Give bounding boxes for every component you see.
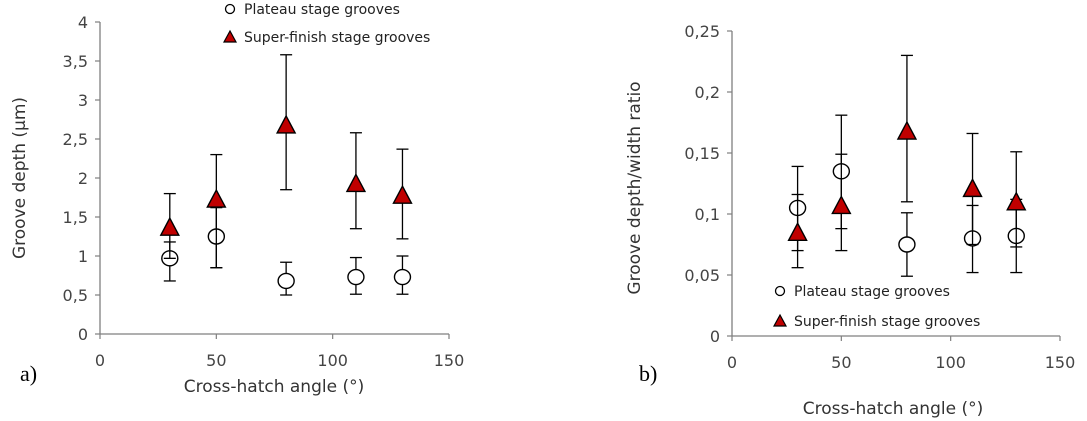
legend: Plateau stage grooves Super-finish stage …	[772, 284, 980, 330]
x-tick-label: 100	[935, 353, 966, 372]
panel-label: b)	[639, 361, 657, 386]
y-axis-title: Groove depth/width ratio	[625, 81, 645, 294]
chart-panel-1: 0 0,5 1 1,5 2 2,5 3 3,5 4 0 50 100 150 Cross-hatch an…	[10, 2, 464, 397]
x-tick-label: 50	[206, 351, 226, 370]
y-tick-label: 0	[78, 325, 88, 344]
legend-label: Super-finish stage grooves	[794, 314, 980, 330]
data-point-triangle	[392, 184, 413, 204]
y-tick-label: 2,5	[63, 130, 88, 149]
series-1	[161, 206, 412, 296]
legend-marker-circle	[224, 3, 236, 15]
y-tick-label: 3,5	[63, 52, 88, 71]
legend-label: Super-finish stage grooves	[244, 30, 430, 46]
legend-marker-circle	[774, 285, 786, 297]
y-tick-label: 3	[78, 91, 88, 110]
y-tick-label: 2	[78, 169, 88, 188]
legend-label: Plateau stage grooves	[244, 2, 400, 18]
y-tick-label: 4	[78, 13, 88, 32]
legend-label: Plateau stage grooves	[794, 284, 950, 300]
y-tick-label: 1	[78, 247, 88, 266]
legend-marker-triangle	[772, 313, 788, 327]
x-tick-label: 0	[95, 351, 105, 370]
y-tick-label: 0,15	[684, 144, 720, 163]
y-tick-label: 0,1	[695, 205, 720, 224]
legend: Plateau stage grooves Super-finish stage …	[222, 2, 430, 46]
x-tick-label: 150	[434, 351, 465, 370]
y-tick-label: 0,5	[63, 286, 88, 305]
data-point-triangle	[275, 114, 297, 134]
y-tick-label: 1,5	[63, 208, 88, 227]
data-point-triangle	[1006, 191, 1027, 211]
y-tick-label: 0,05	[684, 266, 720, 285]
series-2	[159, 54, 413, 269]
x-axis-title: Cross-hatch angle (°)	[184, 377, 364, 397]
data-point-triangle	[206, 188, 227, 208]
x-tick-label: 50	[831, 353, 851, 372]
data-point-triangle	[159, 216, 180, 236]
y-axis-title: Groove depth (μm)	[10, 97, 30, 259]
panel-label: a)	[20, 361, 37, 386]
y-tick-label: 0,2	[695, 83, 720, 102]
series-2	[787, 54, 1027, 269]
chart-panel-2: 0 0,05 0,1 0,15 0,2 0,25 0 50 100 150 Cross-hatch …	[625, 22, 1075, 419]
data-point-circle	[393, 268, 412, 286]
x-tick-label: 100	[317, 351, 348, 370]
data-point-triangle	[831, 194, 852, 215]
data-point-triangle	[787, 221, 808, 242]
data-point-circle	[898, 236, 916, 253]
y-tick-label: 0,25	[684, 22, 720, 41]
data-point-triangle	[896, 120, 918, 140]
x-axis-title: Cross-hatch angle (°)	[803, 399, 983, 419]
data-point-triangle	[345, 172, 367, 193]
data-point-triangle	[962, 177, 983, 198]
y-tick-label: 0	[710, 327, 720, 346]
data-point-circle	[347, 268, 365, 286]
x-tick-label: 150	[1045, 353, 1076, 372]
data-point-circle	[277, 272, 295, 290]
x-tick-label: 0	[727, 353, 737, 372]
legend-marker-triangle	[222, 29, 238, 43]
